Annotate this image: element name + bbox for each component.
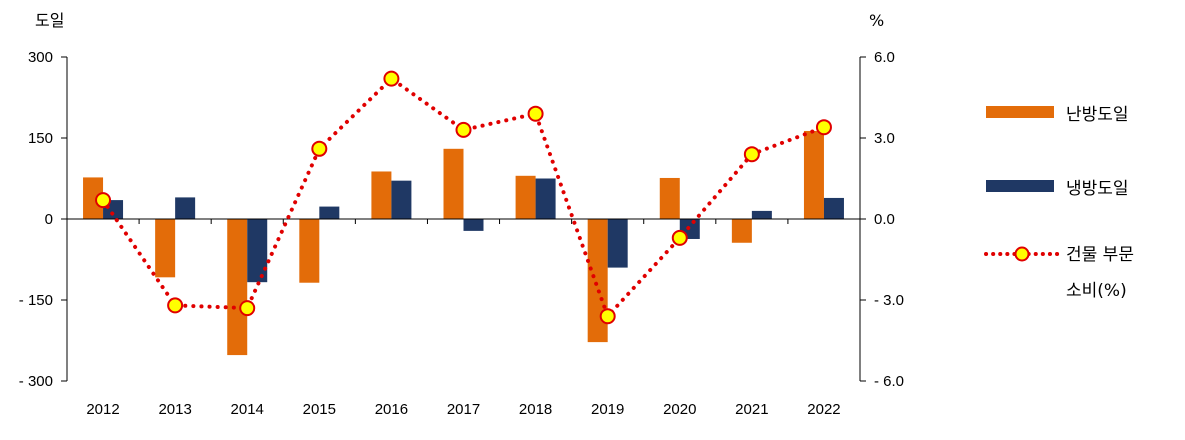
- consumption-point: [239, 300, 256, 317]
- heating-bar: [443, 148, 464, 219]
- legend-label-heating: 난방도일: [1066, 105, 1129, 125]
- legend-swatch-cooling: [986, 180, 1054, 192]
- heating-bar: [803, 130, 824, 219]
- legend-label-consumption: 건물 부문: [1066, 245, 1134, 265]
- x-tick-label: 2012: [86, 401, 119, 418]
- legend-label-cooling: 냉방도일: [1066, 179, 1129, 199]
- x-tick-label: 2022: [807, 401, 840, 418]
- right-tick-label: 0.0: [874, 211, 895, 228]
- legend: 난방도일 냉방도일 건물 부문 소비(%): [984, 105, 1134, 301]
- consumption-point: [167, 297, 184, 314]
- left-axis-unit: 도일: [35, 11, 64, 30]
- heating-bar: [659, 177, 680, 219]
- x-tick-label: 2013: [158, 401, 191, 418]
- consumption-point: [671, 229, 688, 246]
- plot-area: 300 150 0 - 150 - 300 6.0 3.0 0.0 - 3.0 - 6.0 2012…: [19, 49, 904, 418]
- x-tick-label: 2015: [303, 401, 336, 418]
- cooling-bar: [535, 178, 556, 219]
- right-tick-label: - 3.0: [874, 292, 904, 309]
- right-tick-label: 3.0: [874, 130, 895, 147]
- left-tick-label: 150: [28, 130, 53, 147]
- left-tick-label: - 300: [19, 373, 53, 390]
- left-tick-label: 0: [45, 211, 53, 228]
- heating-bar: [83, 177, 104, 219]
- x-tick-label: 2014: [231, 401, 264, 418]
- heating-bar: [227, 219, 248, 356]
- cooling-bar: [607, 219, 628, 268]
- cooling-bar: [823, 197, 844, 219]
- cooling-bar: [247, 219, 268, 283]
- x-tick-label: 2019: [591, 401, 624, 418]
- left-tick-label: - 150: [19, 292, 53, 309]
- cooling-bar: [391, 180, 412, 219]
- x-tick-label: 2017: [447, 401, 480, 418]
- consumption-line: [101, 76, 826, 320]
- consumption-point: [455, 121, 472, 138]
- cooling-bar: [319, 206, 340, 219]
- legend-label-consumption-line2: 소비(%): [1066, 281, 1127, 301]
- legend-swatch-heating: [986, 106, 1054, 118]
- left-tick-label: 300: [28, 49, 53, 66]
- heating-bar: [371, 171, 392, 219]
- x-tick-label: 2020: [663, 401, 696, 418]
- legend-marker-consumption: [1014, 246, 1030, 262]
- heating-bar: [299, 219, 320, 283]
- cooling-bar: [751, 210, 772, 219]
- x-tick-label: 2018: [519, 401, 552, 418]
- right-axis-unit: %: [869, 11, 884, 30]
- x-tick-label: 2016: [375, 401, 408, 418]
- heating-bar: [587, 219, 608, 343]
- right-tick-label: - 6.0: [874, 373, 904, 390]
- heating-bar: [731, 219, 752, 243]
- consumption-point: [743, 146, 760, 163]
- cooling-bar: [463, 219, 484, 231]
- cooling-bar: [175, 197, 196, 219]
- consumption-point: [815, 119, 832, 136]
- x-tick-label: 2021: [735, 401, 768, 418]
- consumption-point: [311, 140, 328, 157]
- consumption-point: [527, 105, 544, 122]
- right-tick-label: 6.0: [874, 49, 895, 66]
- heating-bar: [155, 219, 176, 278]
- consumption-point: [599, 308, 616, 325]
- consumption-point: [95, 192, 112, 209]
- heating-bar: [515, 175, 536, 219]
- consumption-point: [383, 70, 400, 87]
